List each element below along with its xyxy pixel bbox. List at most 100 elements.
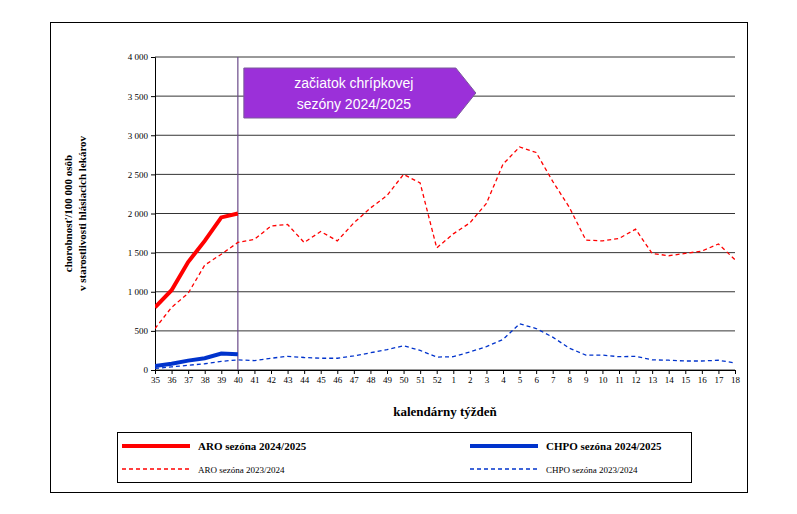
series-group (155, 147, 735, 368)
y-tick-mark (151, 174, 155, 175)
x-tick: 3 (485, 370, 490, 385)
x-tick-label: 48 (366, 375, 376, 385)
x-tick-mark (569, 370, 570, 374)
x-tick-mark (619, 370, 620, 374)
chart: 05001 0001 5002 0002 5003 0003 5004 0003… (0, 0, 797, 514)
x-tick: 11 (615, 370, 624, 385)
grid-line (155, 174, 735, 175)
x-tick: 43 (284, 370, 294, 385)
legend-swatch (470, 468, 538, 469)
x-tick: 8 (568, 370, 573, 385)
y-tick-label: 2 500 (128, 170, 149, 180)
x-tick-label: 43 (284, 375, 294, 385)
y-tick-label: 2 000 (128, 209, 149, 219)
x-tick: 16 (698, 370, 708, 385)
grid-line (155, 57, 735, 58)
x-tick-label: 5 (518, 375, 523, 385)
x-tick-label: 49 (383, 375, 393, 385)
x-tick-label: 12 (632, 375, 641, 385)
legend-swatch (122, 468, 190, 469)
x-tick: 51 (416, 370, 425, 385)
x-tick-mark (188, 370, 189, 374)
x-axis-title: kalendárny týždeň (393, 404, 497, 419)
x-tick-label: 37 (184, 375, 194, 385)
x-tick-mark (337, 370, 338, 374)
x-tick: 4 (501, 370, 506, 385)
x-tick-label: 42 (267, 375, 276, 385)
x-tick: 14 (665, 370, 675, 385)
y-tick-mark (151, 214, 155, 215)
y-axis: 05001 0001 5002 0002 5003 0003 5004 000 (128, 52, 156, 375)
x-tick-mark (172, 370, 173, 374)
legend-item: CHPO sezóna 2023/2024 (470, 465, 638, 475)
legend-label: CHPO sezóna 2024/2025 (546, 440, 662, 452)
x-tick-label: 15 (681, 375, 691, 385)
x-tick-mark (735, 370, 736, 374)
x-tick: 37 (184, 370, 194, 385)
plot: 05001 0001 5002 0002 5003 0003 5004 0003… (128, 52, 741, 385)
y-tick-label: 1 500 (128, 248, 149, 258)
x-tick-label: 40 (234, 375, 244, 385)
x-tick: 42 (267, 370, 276, 385)
legend-swatch (122, 444, 190, 448)
x-tick: 12 (632, 370, 641, 385)
x-tick: 9 (584, 370, 589, 385)
x-tick-mark (586, 370, 587, 374)
x-tick-label: 4 (501, 375, 506, 385)
y-tick-label: 3 500 (128, 92, 149, 102)
y-tick-label: 1 000 (128, 287, 149, 297)
x-tick-mark (370, 370, 371, 374)
x-tick-label: 8 (568, 375, 573, 385)
x-tick: 45 (317, 370, 327, 385)
grid (155, 57, 735, 370)
y-axis-title: chorobnosť/100 000 osôbv starostlivosti … (62, 135, 88, 291)
x-tick-label: 46 (333, 375, 343, 385)
x-tick-label: 3 (485, 375, 490, 385)
x-tick-label: 52 (433, 375, 442, 385)
x-tick-label: 41 (250, 375, 259, 385)
x-tick-mark (404, 370, 405, 374)
y-tick-mark (151, 253, 155, 254)
y-tick-mark (151, 135, 155, 136)
y-axis-title-line: v starostlivosti hlásiacich lekárov (76, 135, 88, 291)
x-tick: 10 (598, 370, 608, 385)
x-tick-mark (437, 370, 438, 374)
x-tick: 49 (383, 370, 393, 385)
y-tick-mark (151, 331, 155, 332)
x-tick: 44 (300, 370, 310, 385)
x-tick-label: 10 (598, 375, 608, 385)
y-axis-title-line: chorobnosť/100 000 osôb (62, 155, 74, 272)
legend-item: CHPO sezóna 2024/2025 (470, 440, 662, 452)
legend: ARO sezóna 2024/2025 CHPO sezóna 2024/202… (118, 433, 692, 483)
legend-label: ARO sezóna 2024/2025 (198, 440, 307, 452)
x-tick: 35 (151, 370, 161, 385)
x-tick-label: 44 (300, 375, 310, 385)
x-tick: 18 (731, 370, 741, 385)
x-tick-mark (271, 370, 272, 374)
y-tick: 2 000 (128, 209, 155, 219)
y-tick-mark (151, 292, 155, 293)
x-tick-mark (238, 370, 239, 374)
legend-item: ARO sezóna 2023/2024 (122, 465, 285, 475)
y-tick-label: 3 000 (128, 131, 149, 141)
x-tick-label: 9 (584, 375, 589, 385)
legend-item: ARO sezóna 2024/2025 (122, 440, 307, 452)
x-tick-mark (288, 370, 289, 374)
x-tick-label: 1 (452, 375, 457, 385)
x-tick-label: 35 (151, 375, 161, 385)
x-tick-mark (520, 370, 521, 374)
x-tick-mark (304, 370, 305, 374)
grid-line (155, 135, 735, 136)
y-tick-mark (151, 57, 155, 58)
series-line (155, 324, 735, 369)
x-tick: 36 (168, 370, 178, 385)
chart-frame (51, 23, 748, 493)
x-tick: 6 (534, 370, 539, 385)
annotation-text: sezóny 2024/2025 (297, 96, 412, 112)
x-tick-label: 38 (201, 375, 211, 385)
annotation-text: začiatok chrípkovej (294, 75, 413, 91)
y-tick-label: 500 (135, 326, 149, 336)
x-tick-label: 13 (648, 375, 658, 385)
x-tick-mark (602, 370, 603, 374)
y-tick-label: 4 000 (128, 52, 149, 62)
